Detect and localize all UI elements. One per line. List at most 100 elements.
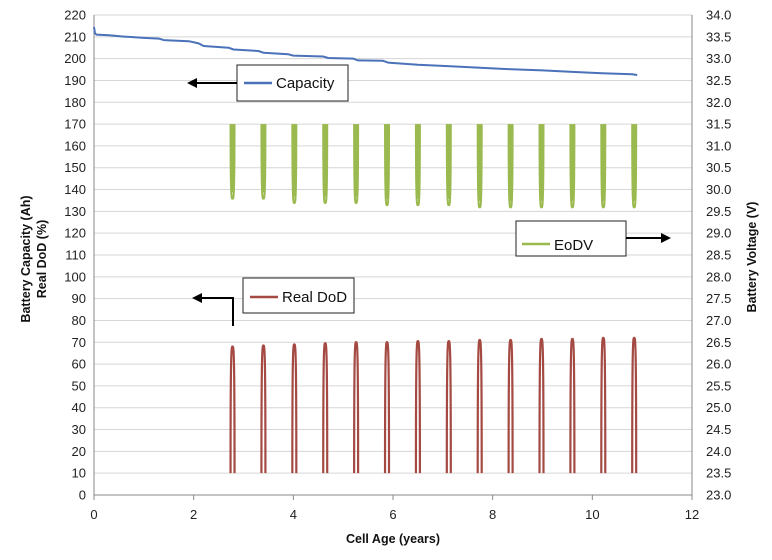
real-dod-pulse [353,341,360,474]
y-left-tick-label: 10 [72,466,86,481]
y-left-tick-label: 140 [64,182,86,197]
y-left-tick-label: 120 [64,226,86,241]
y-left-tick-label: 20 [72,444,86,459]
y-right-tick-label: 30.5 [706,160,731,175]
gridlines [94,14,692,474]
eodv-pulse [445,124,452,207]
eodv-pulse-inner [540,124,543,202]
eodv-pulse-inner [262,124,265,193]
y-right-axis-ticks: 23.0 23.5 24.0 24.5 25.0 25.5 26.0 26.5 27.0 27.5… [706,8,731,503]
y-right-tick-label: 33.5 [706,29,731,44]
y-right-tick-label: 34.0 [706,8,731,23]
y-right-tick-label: 27.5 [706,291,731,306]
y-left-axis-title-2: Real DoD (%) [35,220,49,298]
x-axis-ticks: 0 2 4 6 8 10 12 [90,495,699,522]
x-tick-label: 4 [290,507,297,522]
y-left-tick-label: 200 [64,51,86,66]
y-left-tick-label: 40 [72,400,86,415]
y-left-tick-label: 60 [72,357,86,372]
y-left-tick-label: 150 [64,160,86,175]
eodv-pulse-inner [292,124,296,197]
eodv-pulse [291,124,298,204]
y-left-tick-label: 100 [64,269,86,284]
y-left-tick-label: 130 [64,204,86,219]
y-left-tick-label: 170 [64,117,86,132]
real-dod-pulse [507,338,514,474]
eodv-pulse-inner [323,124,327,197]
y-right-axis-title: Battery Voltage (V) [745,202,759,313]
real-dod-pulse [260,344,267,474]
y-left-tick-label: 190 [64,73,86,88]
y-right-tick-label: 25.0 [706,400,731,415]
y-left-tick-label: 50 [72,378,86,393]
eodv-pulse [538,124,545,209]
eodv-pulse-inner [571,124,574,202]
real-dod-pulse [445,340,452,474]
x-tick-label: 10 [585,507,599,522]
y-left-tick-label: 80 [72,313,86,328]
y-left-tick-label: 0 [79,488,86,503]
y-right-tick-label: 29.0 [706,226,731,241]
y-right-tick-label: 26.5 [706,335,731,350]
real-dod-pulse [569,337,576,474]
y-right-tick-label: 31.0 [706,138,731,153]
real-dod-pulse [631,336,638,474]
y-left-tick-label: 30 [72,422,86,437]
x-tick-label: 2 [190,507,197,522]
eodv-pulse-inner [509,124,512,202]
eodv-pulse-inner [632,124,636,202]
legend-real-dod: Real DoD [192,277,355,326]
legend-real-dod-arrow [201,297,234,326]
real-dod-pulse [322,342,329,474]
x-tick-label: 0 [90,507,97,522]
eodv-pulse [476,124,483,209]
y-left-tick-label: 180 [64,95,86,110]
y-right-tick-label: 30.0 [706,182,731,197]
eodv-pulse [322,124,329,204]
eodv-pulse-inner [601,124,605,202]
real-dod-pulse [538,337,545,474]
y-right-tick-label: 33.0 [706,51,731,66]
y-right-tick-label: 29.5 [706,204,731,219]
eodv-pulse-inner [354,124,358,197]
legend-eodv-arrowhead [661,233,671,243]
x-tick-label: 8 [489,507,496,522]
eodv-pulse [600,124,607,209]
legend-capacity-arrowhead [187,78,197,88]
eodv-pulse-inner [385,124,389,199]
x-tick-label: 6 [389,507,396,522]
legend-capacity: Capacity [187,64,349,102]
y-right-tick-label: 24.5 [706,422,731,437]
eodv-pulse [260,124,267,200]
y-left-tick-label: 90 [72,291,86,306]
eodv-pulse [229,124,236,200]
y-left-tick-label: 220 [64,8,86,23]
y-left-tick-label: 110 [65,248,86,263]
series-layer [93,26,638,474]
legend-eodv-box [515,220,627,257]
real-dod-pulse [229,345,236,474]
legend-eodv: EoDV [515,220,671,257]
legend-real-dod-label: Real DoD [282,289,347,306]
y-right-tick-label: 25.5 [706,378,731,393]
eodv-pulse-inner [478,124,482,202]
y-right-tick-label: 28.5 [706,248,731,263]
y-right-tick-label: 32.0 [706,95,731,110]
y-right-tick-label: 31.5 [706,117,731,132]
x-axis-title: Cell Age (years) [346,532,440,546]
real-dod-pulse [476,338,483,474]
y-left-tick-label: 210 [64,29,86,44]
real-dod-pulse [383,341,391,474]
y-left-axis-ticks: 0 10 20 30 40 50 60 70 80 90 100 110 120 130 140 150 160… [64,8,86,503]
eodv-pulse-inner [416,124,420,199]
eodv-pulse [414,124,421,207]
legend-capacity-label: Capacity [276,75,335,92]
real-dod-pulse [600,336,607,474]
y-right-tick-label: 23.5 [706,466,731,481]
legend-real-dod-arrowhead [192,293,202,303]
x-tick-label: 12 [685,507,699,522]
y-right-tick-label: 24.0 [706,444,731,459]
eodv-pulse [384,124,391,207]
y-right-tick-label: 23.0 [706,488,731,503]
